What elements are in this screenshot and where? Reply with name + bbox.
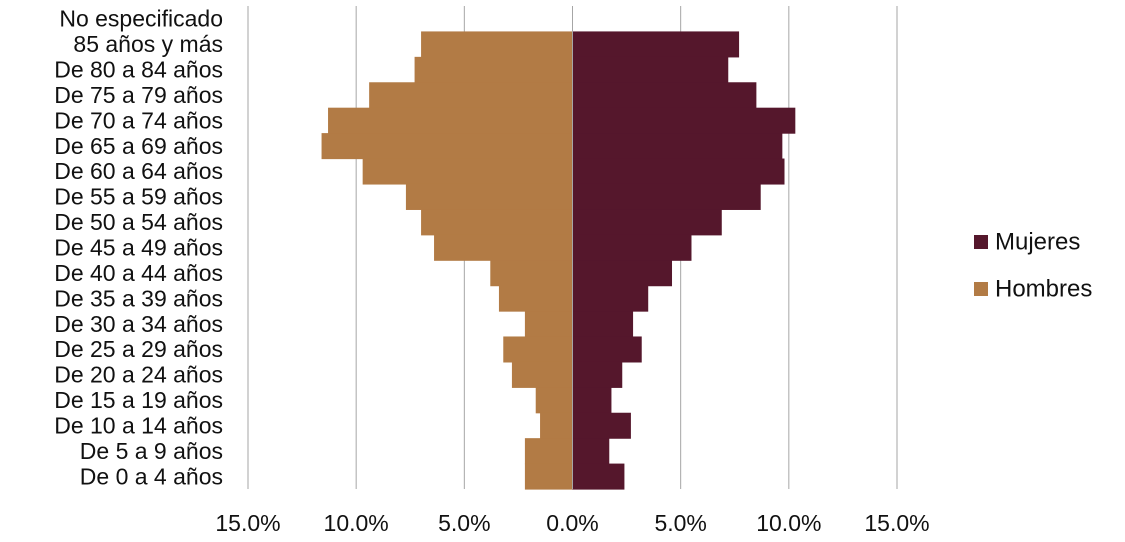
category-label-9: De 45 a 49 años [54,235,223,261]
bar-hombres-12 [524,311,573,338]
bar-mujeres-18 [572,463,625,490]
bar-hombres-7 [405,183,573,210]
bar-mujeres-1 [572,31,740,58]
category-label-17: De 5 a 9 años [80,438,223,464]
bar-mujeres-3 [572,82,757,109]
bar-mujeres-9 [572,234,692,261]
bar-hombres-5 [321,133,573,160]
bar-hombres-3 [369,82,573,109]
bar-hombres-8 [421,209,573,236]
category-label-0: No especificado [59,6,223,32]
bar-hombres-13 [503,336,573,363]
bar-hombres-14 [511,361,573,388]
bar-hombres-10 [490,260,573,287]
bar-mujeres-15 [572,387,612,414]
x-tick-label-6: 15.0% [864,510,929,536]
bar-mujeres-8 [572,209,722,236]
legend-label-hombres: Hombres [995,276,1092,303]
x-tick-label-5: 10.0% [756,510,821,536]
category-label-8: De 50 a 54 años [54,209,223,235]
bar-hombres-1 [421,31,573,58]
bar-hombres-6 [362,158,573,185]
x-tick-label-3: 0.0% [546,510,598,536]
bar-hombres-18 [524,463,573,490]
category-label-7: De 55 a 59 años [54,184,223,210]
category-label-12: De 30 a 34 años [54,311,223,337]
category-label-16: De 10 a 14 años [54,412,223,438]
bar-mujeres-17 [572,438,610,465]
bar-hombres-11 [498,285,573,312]
category-label-5: De 65 a 69 años [54,133,223,159]
bar-hombres-17 [524,438,573,465]
category-label-13: De 25 a 29 años [54,336,223,362]
x-tick-labels: 15.0% 10.0% 5.0% 0.0% 5.0% 10.0% 15.0% [215,510,929,536]
bar-mujeres-4 [572,107,796,134]
category-label-6: De 60 a 64 años [54,158,223,184]
x-tick-label-0: 15.0% [215,510,280,536]
category-label-15: De 15 a 19 años [54,387,223,413]
bar-hombres-15 [535,387,573,414]
bar-mujeres-14 [572,361,623,388]
category-label-18: De 0 a 4 años [80,463,223,489]
legend-label-mujeres: Mujeres [995,229,1080,256]
bar-hombres-9 [434,234,573,261]
x-tick-label-1: 10.0% [324,510,389,536]
legend-swatch-mujeres [974,235,988,249]
x-tick-label-4: 5.0% [654,510,706,536]
bars-layer [321,6,796,490]
bar-hombres-2 [414,56,573,83]
bar-mujeres-11 [572,285,649,312]
bar-mujeres-7 [572,183,761,210]
bar-mujeres-2 [572,56,729,83]
x-tick-label-2: 5.0% [438,510,490,536]
bar-mujeres-10 [572,260,673,287]
bar-mujeres-5 [572,133,783,160]
bar-mujeres-16 [572,412,631,439]
category-label-11: De 35 a 39 años [54,285,223,311]
category-label-1: 85 años y más [73,31,223,57]
legend: Mujeres Hombres [974,229,1092,303]
bar-mujeres-13 [572,336,642,363]
category-label-4: De 70 a 74 años [54,107,223,133]
bar-hombres-4 [328,107,573,134]
category-label-10: De 40 a 44 años [54,260,223,286]
category-label-3: De 75 a 79 años [54,82,223,108]
legend-swatch-hombres [974,282,988,296]
category-label-14: De 20 a 24 años [54,362,223,388]
bar-hombres-16 [540,412,573,439]
bar-mujeres-6 [572,158,785,185]
bar-mujeres-12 [572,311,634,338]
category-label-2: De 80 a 84 años [54,57,223,83]
